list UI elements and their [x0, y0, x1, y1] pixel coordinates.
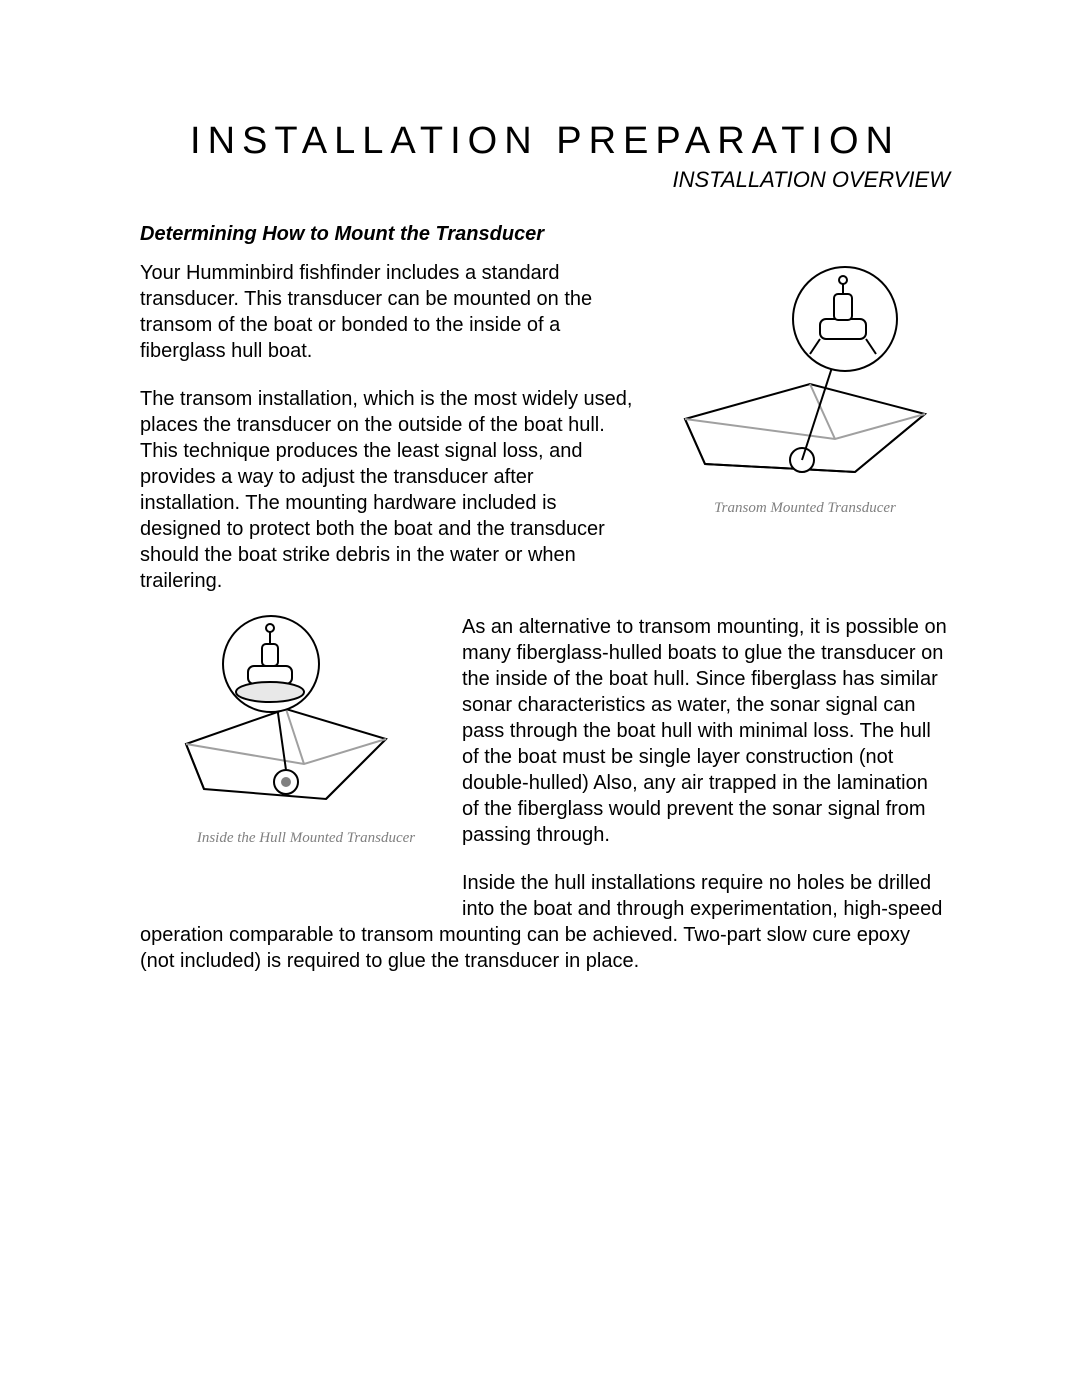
figure-inside-hull: Inside the Hull Mounted Transducer	[140, 614, 436, 922]
row-intro: Your Humminbird fishfinder includes a st…	[140, 260, 950, 594]
inside-hull-diagram-icon	[176, 614, 396, 824]
alternative-text-column: As an alternative to transom mounting, i…	[462, 614, 950, 922]
figure-transom: Transom Mounted Transducer	[660, 260, 950, 594]
figure-1-caption: Transom Mounted Transducer	[660, 500, 950, 517]
transom-diagram-icon	[660, 264, 950, 494]
paragraph-2: The transom installation, which is the m…	[140, 386, 634, 594]
paragraph-4a: Inside the hull installations require no…	[462, 870, 950, 922]
intro-text-column: Your Humminbird fishfinder includes a st…	[140, 260, 634, 594]
row-alternative: Inside the Hull Mounted Transducer As an…	[140, 614, 950, 922]
page-subtitle: INSTALLATION OVERVIEW	[140, 167, 950, 193]
page-title: INSTALLATION PREPARATION	[140, 120, 950, 163]
paragraph-1: Your Humminbird fishfinder includes a st…	[140, 260, 634, 364]
document-page: INSTALLATION PREPARATION INSTALLATION OV…	[0, 0, 1080, 1397]
paragraph-4b: operation comparable to transom mounting…	[140, 922, 950, 974]
figure-2-caption: Inside the Hull Mounted Transducer	[176, 830, 436, 847]
section-heading: Determining How to Mount the Transducer	[140, 223, 950, 246]
paragraph-3: As an alternative to transom mounting, i…	[462, 614, 950, 848]
